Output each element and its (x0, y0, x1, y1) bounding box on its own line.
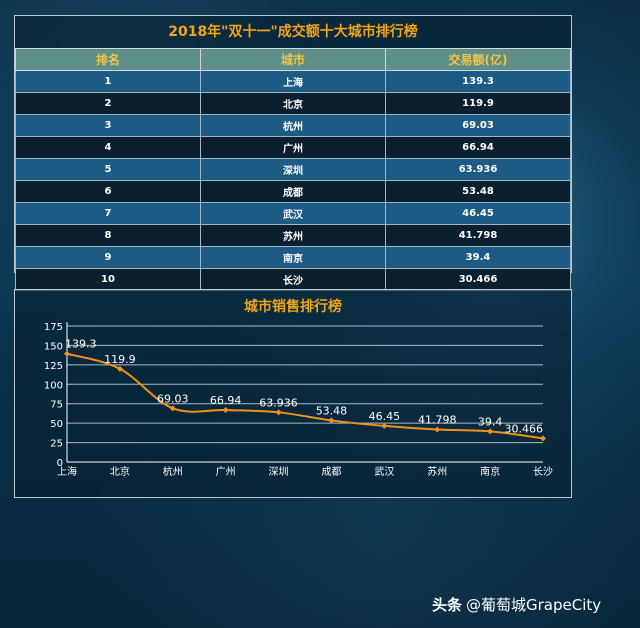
x-tick-label: 北京 (110, 465, 130, 478)
data-label: 69.03 (157, 392, 189, 405)
header-rank: 排名 (15, 48, 201, 71)
cell-rank: 10 (15, 268, 201, 291)
table-row: 7 武汉 46.45 (15, 202, 571, 225)
series-line (66, 352, 544, 440)
watermark-handle: @葡萄城GrapeCity (466, 596, 602, 614)
data-point (328, 417, 335, 424)
x-tick-label: 深圳 (269, 466, 289, 478)
ranking-table-panel: 2018年"双十一"成交额十大城市排行榜 排名 城市 交易额(亿) 1 上海 1… (14, 15, 572, 291)
x-tick-label: 杭州 (163, 465, 183, 478)
data-label: 53.48 (316, 404, 348, 417)
cell-city: 深圳 (200, 158, 386, 181)
cell-rank: 1 (15, 70, 201, 93)
cell-rank: 9 (15, 246, 201, 269)
x-tick-label: 武汉 (374, 465, 394, 478)
cell-city: 苏州 (200, 224, 386, 247)
x-tick-label: 成都 (321, 466, 341, 478)
cell-amount: 119.9 (385, 92, 571, 115)
table-row: 6 成都 53.48 (15, 180, 571, 203)
data-label: 41.798 (418, 414, 457, 427)
cell-amount: 41.798 (385, 224, 571, 247)
cell-amount: 53.48 (385, 180, 571, 203)
y-tick-label: 150 (44, 341, 63, 352)
y-tick-label: 100 (44, 380, 63, 391)
data-label: 63.936 (259, 396, 298, 409)
line-chart: 0 25 50 75 100 125 150 175 上海 北京 杭州 广州 深圳 成都 武汉 苏州 南京 长沙 1… (44, 322, 553, 478)
data-point (381, 422, 388, 429)
data-point (487, 428, 494, 435)
x-tick-label: 上海 (57, 465, 77, 478)
data-label: 139.3 (65, 338, 97, 351)
data-point (434, 426, 441, 433)
cell-rank: 5 (15, 158, 201, 181)
cell-amount: 66.94 (385, 136, 571, 159)
y-tick-label: 75 (50, 400, 63, 411)
cell-amount: 46.45 (385, 202, 571, 225)
data-label: 30.466 (505, 422, 544, 435)
table-row: 10 长沙 30.466 (15, 268, 571, 291)
header-amount: 交易额(亿) (385, 48, 571, 71)
x-tick-label: 苏州 (427, 465, 447, 478)
header-city: 城市 (200, 48, 386, 71)
cell-city: 南京 (200, 246, 386, 269)
data-label: 46.45 (369, 410, 401, 423)
data-point (275, 409, 282, 416)
table-row: 3 杭州 69.03 (15, 114, 571, 137)
table-row: 5 深圳 63.936 (15, 158, 571, 181)
data-point (116, 365, 123, 372)
cell-amount: 139.3 (385, 70, 571, 93)
cell-rank: 4 (15, 136, 201, 159)
cell-city: 武汉 (200, 202, 386, 225)
cell-rank: 7 (15, 202, 201, 225)
cell-city: 长沙 (200, 268, 386, 291)
cell-city: 上海 (200, 70, 386, 93)
watermark: 头条 @葡萄城GrapeCity (432, 594, 601, 615)
data-point (540, 435, 546, 442)
x-tick-label: 广州 (216, 466, 236, 478)
table-title: 2018年"双十一"成交额十大城市排行榜 (168, 24, 418, 40)
cell-rank: 2 (15, 92, 201, 115)
table-row: 9 南京 39.4 (15, 246, 571, 269)
table-row: 1 上海 139.3 (15, 70, 571, 93)
cell-city: 广州 (200, 136, 386, 159)
data-point (169, 405, 176, 412)
cell-rank: 3 (15, 114, 201, 137)
cell-amount: 63.936 (385, 158, 571, 181)
table-header-row: 排名 城市 交易额(亿) (15, 48, 571, 71)
table-row: 2 北京 119.9 (15, 92, 571, 115)
y-tick-label: 0 (57, 458, 63, 469)
chart-title: 城市销售排行榜 (244, 299, 342, 315)
cell-rank: 6 (15, 180, 201, 203)
table-row: 8 苏州 41.798 (15, 224, 571, 247)
cell-city: 杭州 (200, 114, 386, 137)
cell-city: 成都 (200, 180, 386, 203)
watermark-brand: 头条 (432, 596, 463, 614)
cell-city: 北京 (200, 92, 386, 115)
cell-amount: 30.466 (385, 268, 571, 291)
sales-chart-panel: 城市销售排行榜 0 25 50 75 100 125 150 175 上海 北京 杭州 广州 深圳 成都 武… (14, 289, 572, 498)
data-point (222, 406, 229, 413)
cell-amount: 69.03 (385, 114, 571, 137)
y-tick-label: 50 (50, 419, 63, 430)
data-label: 39.4 (478, 415, 503, 428)
data-label: 119.9 (104, 353, 136, 366)
cell-amount: 39.4 (385, 246, 571, 269)
table-row: 4 广州 66.94 (15, 136, 571, 159)
y-tick-label: 125 (44, 361, 63, 372)
cell-rank: 8 (15, 224, 201, 247)
x-tick-label: 南京 (480, 465, 500, 478)
data-point (64, 350, 70, 357)
ranking-table: 排名 城市 交易额(亿) 1 上海 139.3 2 北京 119.9 3 杭州 … (15, 48, 571, 291)
x-tick-label: 长沙 (533, 466, 553, 478)
y-tick-label: 175 (44, 322, 63, 333)
data-label: 66.94 (210, 394, 242, 407)
y-tick-label: 25 (50, 439, 63, 450)
